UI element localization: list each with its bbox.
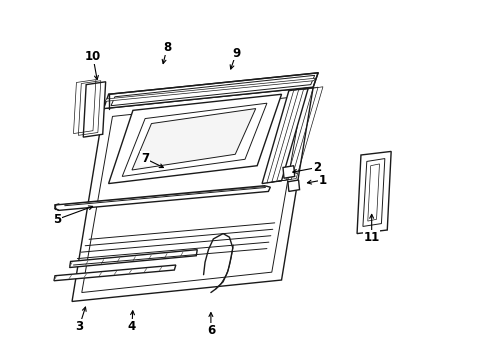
Text: 1: 1: [319, 174, 327, 186]
Polygon shape: [82, 96, 302, 293]
Polygon shape: [283, 166, 294, 178]
Text: 3: 3: [75, 320, 83, 333]
Text: 6: 6: [207, 324, 215, 337]
Polygon shape: [368, 164, 379, 221]
Polygon shape: [54, 265, 176, 281]
Polygon shape: [105, 78, 316, 102]
Polygon shape: [55, 186, 270, 210]
Polygon shape: [132, 109, 256, 170]
Polygon shape: [357, 152, 391, 234]
Polygon shape: [111, 75, 315, 106]
Polygon shape: [83, 82, 106, 137]
Polygon shape: [262, 88, 308, 184]
Polygon shape: [363, 158, 385, 226]
Polygon shape: [72, 87, 313, 301]
Text: 10: 10: [85, 50, 101, 63]
Text: 8: 8: [163, 41, 171, 54]
Polygon shape: [109, 94, 282, 184]
Text: 9: 9: [232, 47, 241, 60]
Text: 2: 2: [313, 161, 321, 174]
Polygon shape: [70, 249, 197, 267]
Text: 11: 11: [364, 231, 380, 244]
Text: 7: 7: [141, 152, 149, 165]
Polygon shape: [288, 180, 299, 192]
Polygon shape: [122, 103, 267, 176]
Text: 5: 5: [53, 213, 62, 226]
Polygon shape: [104, 73, 318, 109]
Text: 4: 4: [128, 320, 136, 333]
